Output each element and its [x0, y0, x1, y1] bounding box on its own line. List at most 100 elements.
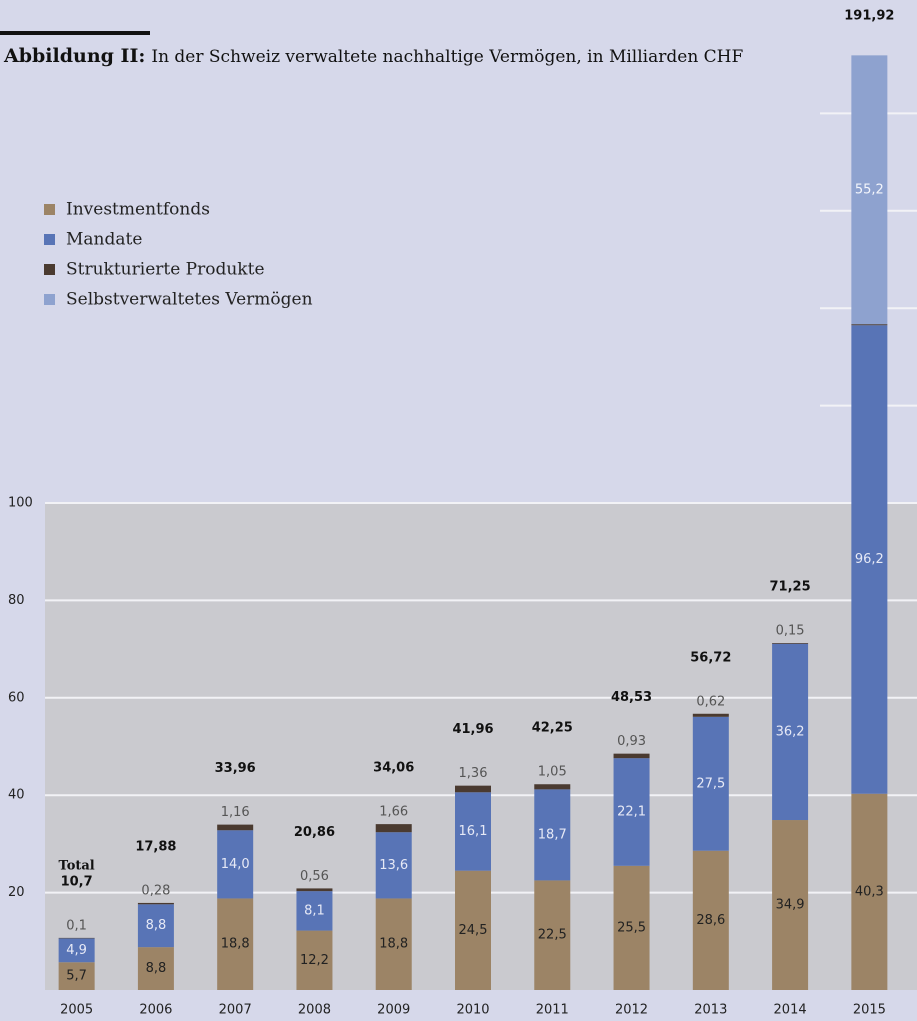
- x-tick-label: 2005: [60, 1003, 93, 1018]
- bar-segment: [534, 789, 571, 881]
- bar-segment: [137, 947, 174, 990]
- value-label: 24,5: [459, 923, 488, 938]
- total-label: 33,96: [215, 761, 256, 776]
- total-label: 42,25: [532, 721, 573, 736]
- chart-title-line: Abbildung II: In der Schweiz verwaltete n…: [3, 45, 744, 67]
- value-label: 0,15: [776, 624, 805, 639]
- value-label: 1,36: [459, 766, 488, 781]
- bar-segment: [851, 793, 888, 990]
- value-label: 4,9: [66, 943, 87, 958]
- bar-segment: [692, 716, 729, 851]
- bar-segment: [772, 643, 809, 821]
- value-label: 1,66: [379, 805, 408, 820]
- value-label: 1,16: [221, 805, 250, 820]
- value-label: 27,5: [696, 776, 725, 791]
- chart-title: Abbildung II:: [3, 45, 145, 67]
- x-tick-label: 2012: [615, 1003, 648, 1018]
- value-label: 18,8: [221, 937, 250, 952]
- bar-segment: [534, 784, 571, 790]
- value-label: 13,6: [379, 858, 408, 873]
- value-label: 5,7: [66, 969, 87, 984]
- value-label: 18,8: [379, 937, 408, 952]
- total-label: 71,25: [770, 580, 811, 595]
- value-label: 40,3: [855, 884, 884, 899]
- bar-segment: [613, 865, 650, 990]
- total-label: 41,96: [452, 722, 493, 737]
- bar-segment: [296, 891, 333, 931]
- x-tick-label: 2008: [298, 1003, 331, 1018]
- bar-segment: [772, 820, 809, 990]
- bar-segment: [137, 904, 174, 948]
- bar-segment: [58, 962, 95, 990]
- total-label: 20,86: [294, 825, 335, 840]
- total-label: 56,72: [690, 650, 731, 665]
- bar-segment: [217, 830, 254, 899]
- title-rule: [0, 31, 150, 35]
- legend-swatch: [44, 234, 55, 245]
- bar-segment: [137, 902, 174, 905]
- legend-label: Strukturierte Produkte: [66, 260, 265, 280]
- bar-segment: [851, 55, 888, 325]
- value-label: 0,93: [617, 734, 646, 749]
- total-label: 17,88: [135, 839, 176, 854]
- x-tick-label: 2015: [853, 1003, 886, 1018]
- value-label: 0,1: [66, 918, 87, 933]
- bar-segment: [455, 792, 491, 871]
- x-tick-label: 2010: [456, 1003, 489, 1018]
- y-tick-label: 20: [8, 885, 25, 900]
- y-tick-label: 40: [8, 788, 25, 803]
- bar-segment: [296, 930, 333, 990]
- total-caption: Total: [59, 858, 95, 873]
- bar-segment: [613, 753, 650, 759]
- x-tick-label: 2006: [139, 1003, 172, 1018]
- value-label: 8,8: [146, 918, 167, 933]
- y-tick-label: 100: [8, 496, 33, 511]
- bar-segment: [217, 824, 254, 831]
- legend-label: Investmentfonds: [66, 200, 210, 220]
- bar-segment: [613, 758, 650, 866]
- y-tick-label: 60: [8, 690, 25, 705]
- value-label: 14,0: [221, 857, 250, 872]
- legend-swatch: [44, 264, 55, 275]
- bar-segment: [296, 888, 333, 892]
- y-tick-label: 80: [8, 593, 25, 608]
- value-label: 28,6: [696, 913, 725, 928]
- value-label: 16,1: [459, 824, 488, 839]
- legend-label: Selbstverwaltetes Vermögen: [66, 290, 313, 310]
- x-tick-label: 2007: [219, 1003, 252, 1018]
- legend-swatch: [44, 204, 55, 215]
- bar-segment: [692, 713, 729, 717]
- value-label: 55,2: [855, 182, 884, 197]
- bar-segment: [534, 880, 571, 990]
- total-label: 48,53: [611, 690, 652, 705]
- bar-segment: [692, 850, 729, 990]
- bar-segment: [375, 824, 412, 833]
- bar-segment: [455, 870, 491, 990]
- value-label: 36,2: [776, 724, 805, 739]
- total-label: 34,06: [373, 761, 414, 776]
- total-label: 191,92: [844, 9, 894, 24]
- value-label: 22,5: [538, 928, 567, 943]
- value-label: 0,62: [696, 694, 725, 709]
- x-tick-label: 2013: [694, 1003, 727, 1018]
- chart-subtitle: In der Schweiz verwaltete nachhaltige Ve…: [151, 47, 743, 67]
- value-label: 22,1: [617, 805, 646, 820]
- bar-segment: [58, 938, 95, 963]
- bar-segment: [217, 898, 254, 990]
- bar-segment: [772, 643, 809, 644]
- total-label: 10,7: [61, 874, 93, 889]
- legend-swatch: [44, 294, 55, 305]
- bar-segment: [375, 898, 412, 990]
- bar-segment: [851, 324, 888, 326]
- value-label: 25,5: [617, 920, 646, 935]
- bar-segment: [375, 832, 412, 899]
- value-label: 0,56: [300, 869, 329, 884]
- x-tick-label: 2014: [774, 1003, 807, 1018]
- value-label: 0,28: [141, 883, 170, 898]
- value-label: 1,05: [538, 765, 567, 780]
- value-label: 96,2: [855, 552, 884, 567]
- value-label: 12,2: [300, 953, 329, 968]
- value-label: 8,8: [146, 961, 167, 976]
